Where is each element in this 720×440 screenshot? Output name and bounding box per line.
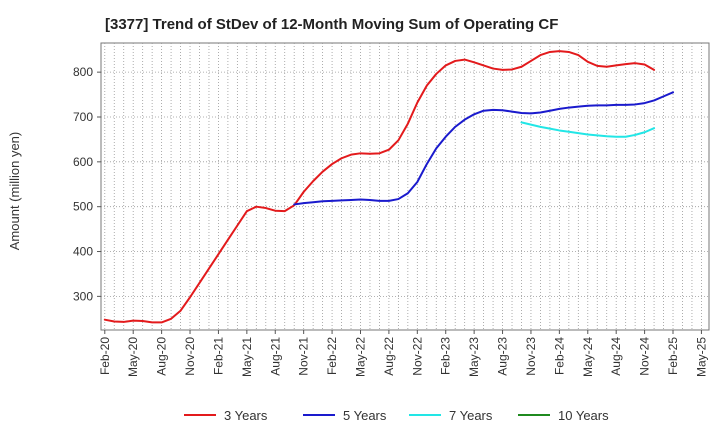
x-tick-label: Aug-24 xyxy=(609,337,623,376)
series-line-7-years xyxy=(520,121,656,138)
x-tick-label: Aug-21 xyxy=(268,337,282,376)
series-line-5-years xyxy=(293,91,675,206)
x-tick-label: Feb-21 xyxy=(211,337,225,375)
x-axis: Feb-20 May-20 Aug-20 Nov-20 Feb-21 May-21 Aug-… xyxy=(98,330,708,377)
legend-label: 10 Years xyxy=(558,408,609,423)
y-tick-label: 400 xyxy=(73,245,93,259)
x-tick-label: Feb-20 xyxy=(98,337,112,375)
x-tick-label: Nov-24 xyxy=(638,337,652,376)
y-tick-label: 300 xyxy=(73,289,93,303)
x-tick-label: Aug-23 xyxy=(496,337,510,376)
x-tick-label: Feb-22 xyxy=(325,337,339,375)
series-lines xyxy=(103,50,675,324)
x-tick-label: Nov-23 xyxy=(524,337,538,376)
y-tick-label: 600 xyxy=(73,155,93,169)
series-line-3-years xyxy=(103,50,656,324)
x-tick-label: Feb-24 xyxy=(552,337,566,375)
x-tick-label: May-22 xyxy=(353,337,367,377)
legend-label: 7 Years xyxy=(449,408,493,423)
x-tick-label: Nov-21 xyxy=(297,337,311,376)
plot-area xyxy=(100,42,710,331)
x-tick-label: Nov-20 xyxy=(183,337,197,376)
x-tick-label: May-21 xyxy=(240,337,254,377)
chart-title: [3377] Trend of StDev of 12-Month Moving… xyxy=(105,16,558,33)
x-tick-label: Aug-20 xyxy=(155,337,169,376)
legend: 3 Years 5 Years 7 Years 10 Years xyxy=(184,408,609,423)
x-tick-label: May-23 xyxy=(467,337,481,377)
x-tick-label: Feb-23 xyxy=(439,337,453,375)
y-tick-label: 500 xyxy=(73,200,93,214)
x-tick-label: Aug-22 xyxy=(382,337,396,376)
y-tick-label: 700 xyxy=(73,110,93,124)
legend-label: 5 Years xyxy=(343,408,387,423)
x-tick-label: Feb-25 xyxy=(666,337,680,375)
legend-label: 3 Years xyxy=(224,408,268,423)
y-axis: 300 400 500 600 700 800 xyxy=(73,65,101,303)
x-tick-label: May-24 xyxy=(581,337,595,377)
x-tick-label: May-25 xyxy=(694,337,708,377)
gridlines xyxy=(101,43,709,330)
y-tick-label: 800 xyxy=(73,65,93,79)
x-tick-label: Nov-22 xyxy=(410,337,424,376)
y-axis-label: Amount (million yen) xyxy=(7,132,22,251)
x-tick-label: May-20 xyxy=(126,337,140,377)
